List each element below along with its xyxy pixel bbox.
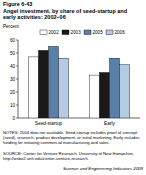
y-tick-label: 10 — [10, 103, 16, 108]
figure-label: Figure 6-43 — [3, 1, 32, 7]
legend-swatch — [106, 30, 113, 35]
y-tick-label: 50 — [10, 51, 16, 56]
legend-label: 2005 — [93, 30, 104, 35]
legend-label: 2003 — [71, 30, 82, 35]
chart: 0 10 20 30 40 50 60 Seed-startup Early 2002 2003 20… — [0, 0, 146, 132]
y-tick-label: 20 — [10, 90, 16, 95]
y-tick — [16, 92, 18, 93]
source: SOURCE: Center for Venture Research, Uni… — [3, 152, 143, 162]
y-axis-label: Percent — [3, 24, 19, 29]
y-tick — [16, 40, 18, 41]
bar — [120, 65, 130, 118]
bar — [29, 57, 39, 118]
legend-label: 2006 — [115, 30, 126, 35]
bar — [59, 58, 69, 118]
y-tick-label: 40 — [10, 64, 16, 69]
y-tick — [16, 118, 18, 119]
title: Angel investment, by share of seed-start… — [3, 8, 133, 21]
legend-swatch — [62, 30, 69, 35]
bar — [49, 47, 59, 119]
bars — [29, 47, 130, 119]
legend-swatch — [40, 30, 47, 35]
x-tick-label: Early — [104, 121, 116, 126]
y-tick-label: 60 — [10, 38, 16, 43]
y-tick-label: 30 — [10, 77, 16, 82]
x-tick-label: Seed-startup — [35, 121, 63, 126]
y-tick — [16, 53, 18, 54]
bar — [90, 75, 100, 118]
y-tick — [16, 66, 18, 67]
bar — [100, 73, 110, 119]
footer: Science and Engineering Indicators 2008 — [63, 166, 143, 171]
legend-swatch — [84, 30, 91, 35]
bar — [39, 50, 49, 118]
notes: NOTES: 2004 data not available. Seed-sta… — [3, 131, 143, 146]
y-tick-label: 0 — [12, 116, 15, 121]
y-tick — [16, 79, 18, 80]
bar — [110, 58, 120, 118]
legend-label: 2002 — [49, 30, 60, 35]
y-tick — [16, 105, 18, 106]
